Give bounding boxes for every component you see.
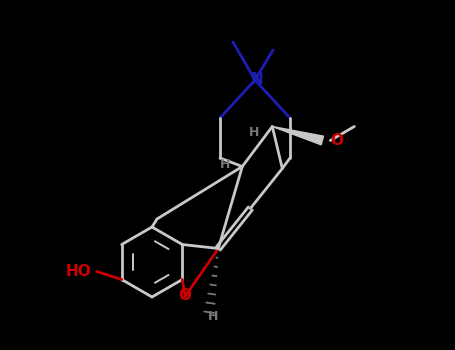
Polygon shape: [272, 126, 324, 145]
Text: H: H: [208, 310, 218, 323]
Text: N: N: [251, 72, 263, 88]
Text: HO: HO: [66, 264, 92, 279]
Text: H: H: [249, 126, 259, 139]
Text: O: O: [179, 288, 192, 303]
Text: H: H: [220, 158, 230, 171]
Text: O: O: [330, 133, 344, 148]
